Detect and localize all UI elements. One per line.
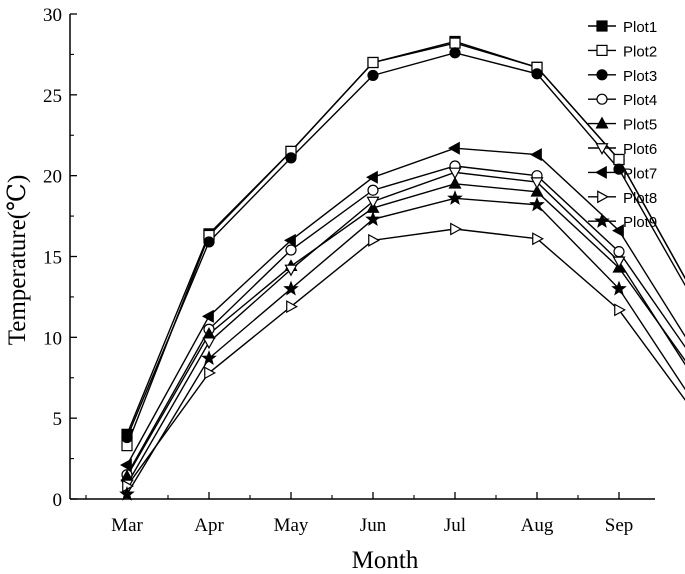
data-point-plot9-aug (529, 196, 545, 212)
series-lines (126, 40, 685, 495)
data-point-plot2-jul (449, 37, 461, 49)
series-markers (119, 35, 627, 501)
series-line-plot3 (126, 52, 685, 438)
x-tick-label-mar: Mar (111, 515, 143, 536)
legend-label-plot1: Plot1 (623, 19, 657, 36)
data-point-plot3-sep (613, 163, 625, 175)
data-point-plot4-jun (367, 184, 379, 196)
data-point-plot6-jul (448, 167, 462, 180)
legend-label-plot9: Plot9 (623, 214, 657, 231)
y-tick-label: 20 (43, 167, 62, 188)
legend-label-plot2: Plot2 (623, 43, 657, 60)
data-point-plot5-aug (530, 184, 544, 197)
legend-marker-plot1 (596, 20, 608, 32)
data-point-plot8-jul (450, 222, 462, 236)
data-point-plot9-may (283, 280, 299, 296)
data-point-plot9-apr (201, 350, 217, 365)
legend-label-plot3: Plot3 (623, 68, 657, 85)
legend-label-plot5: Plot5 (623, 117, 657, 134)
legend-marker-plot2 (596, 44, 608, 57)
y-tick-label: 5 (53, 409, 63, 430)
data-point-plot6-jun (366, 196, 380, 209)
data-point-plot3-mar (121, 431, 133, 444)
data-point-plot3-aug (531, 68, 543, 80)
data-point-plot7-mar (120, 458, 132, 472)
legend-marker-plot5 (595, 116, 609, 129)
series-line-plot9 (126, 197, 685, 495)
data-point-plot8-sep (614, 303, 626, 317)
data-point-plot8-aug (532, 232, 544, 246)
data-point-plot9-mar (119, 485, 135, 501)
data-point-plot8-apr (204, 366, 216, 380)
legend-marker-plot8 (597, 190, 609, 204)
data-point-plot3-apr (203, 236, 215, 248)
x-tick-label-may: May (274, 515, 309, 536)
data-point-plot2-jun (367, 56, 379, 69)
data-point-plot5-jul (448, 176, 462, 189)
data-point-plot3-jul (449, 47, 461, 59)
x-tick-label-sep: Sep (605, 515, 634, 536)
x-tick-label-jun: Jun (360, 515, 387, 536)
data-point-plot6-aug (530, 177, 544, 190)
data-point-plot9-jul (447, 190, 463, 205)
legend-label-plot8: Plot8 (623, 190, 657, 207)
data-point-plot9-jun (365, 211, 381, 226)
x-tick-label-jul: Jul (444, 515, 466, 536)
data-point-plot7-may (284, 233, 296, 247)
y-tick-label: 15 (43, 248, 62, 269)
axes: 051015202530MarAprMayJunJulAugSepOct (43, 5, 655, 536)
data-point-plot7-jul (448, 141, 460, 155)
series-line-plot7 (126, 147, 685, 466)
data-point-plot4-may (285, 244, 297, 256)
data-point-plot8-may (286, 300, 298, 314)
legend: Plot1 Plot2 Plot3 Plot4 Plot5 Plot6 Plot7 Plot8… (588, 19, 657, 231)
series-line-plot6 (126, 171, 685, 485)
series-line-plot4 (126, 165, 685, 476)
y-axis-title: Temperature(℃) (4, 175, 31, 346)
legend-label-plot4: Plot4 (623, 92, 657, 109)
legend-marker-plot4 (596, 93, 608, 105)
legend-marker-plot7 (595, 165, 607, 179)
y-tick-label: 25 (43, 86, 62, 107)
data-point-plot7-sep (612, 224, 624, 238)
data-point-plot8-jun (368, 233, 380, 247)
data-point-plot6-sep (612, 256, 626, 269)
data-point-plot4-sep (613, 246, 625, 258)
data-point-plot3-may (285, 152, 297, 164)
x-axis-title: Month (352, 547, 419, 574)
data-point-plot6-apr (202, 337, 216, 350)
data-point-plot7-apr (202, 309, 214, 323)
data-point-plot6-may (284, 264, 298, 277)
legend-label-plot7: Plot7 (623, 165, 657, 182)
data-point-plot9-sep (611, 280, 627, 296)
x-tick-label-aug: Aug (521, 515, 554, 536)
legend-marker-plot3 (596, 69, 608, 81)
data-point-plot3-jun (367, 69, 379, 82)
y-tick-label: 0 (53, 490, 63, 511)
y-tick-label: 10 (43, 328, 62, 349)
y-tick-label: 30 (43, 5, 62, 26)
legend-marker-plot6 (595, 143, 609, 155)
series-line-plot5 (126, 183, 685, 477)
x-tick-label-apr: Apr (194, 515, 224, 536)
legend-marker-plot9 (594, 213, 610, 228)
data-point-plot7-aug (530, 148, 542, 162)
legend-label-plot6: Plot6 (623, 141, 657, 158)
data-point-plot7-jun (366, 170, 378, 184)
series-line-plot8 (126, 228, 685, 487)
